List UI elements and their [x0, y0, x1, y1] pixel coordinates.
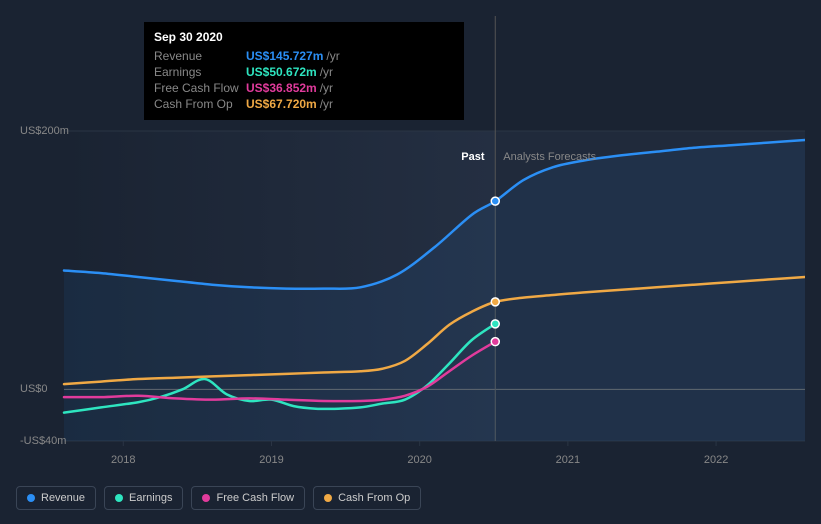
tooltip-row-value: US$50.672m: [246, 65, 317, 79]
tooltip-row-value: US$36.852m: [246, 81, 317, 95]
legend-item-cash-from-op[interactable]: Cash From Op: [313, 486, 421, 510]
x-axis-label: 2018: [111, 454, 135, 466]
y-axis-label: US$0: [20, 383, 48, 395]
tooltip-row-unit: /yr: [320, 81, 333, 95]
y-axis-label: US$200m: [20, 125, 69, 137]
tooltip-row-unit: /yr: [320, 65, 333, 79]
legend-dot-icon: [202, 494, 210, 502]
tooltip-row-value: US$67.720m: [246, 97, 317, 111]
legend-label: Revenue: [41, 492, 85, 504]
x-axis-label: 2020: [407, 454, 431, 466]
tooltip-row-value: US$145.727m: [246, 49, 323, 63]
x-axis-label: 2022: [704, 454, 728, 466]
tooltip-row: Free Cash FlowUS$36.852m/yr: [154, 80, 454, 96]
tooltip-row-label: Revenue: [154, 49, 246, 63]
forecast-label: Analysts Forecasts: [503, 151, 596, 163]
past-label: Past: [461, 151, 484, 163]
chart-legend: Revenue Earnings Free Cash Flow Cash From O…: [16, 486, 421, 510]
chart-tooltip: Sep 30 2020 RevenueUS$145.727m/yrEarning…: [144, 22, 464, 120]
tooltip-date: Sep 30 2020: [154, 28, 454, 48]
legend-label: Cash From Op: [338, 492, 410, 504]
legend-item-earnings[interactable]: Earnings: [104, 486, 183, 510]
tooltip-row: EarningsUS$50.672m/yr: [154, 64, 454, 80]
x-axis-label: 2019: [259, 454, 283, 466]
tooltip-row-unit: /yr: [320, 97, 333, 111]
legend-dot-icon: [324, 494, 332, 502]
tooltip-row-label: Earnings: [154, 65, 246, 79]
tooltip-row: Cash From OpUS$67.720m/yr: [154, 96, 454, 112]
legend-dot-icon: [115, 494, 123, 502]
legend-item-revenue[interactable]: Revenue: [16, 486, 96, 510]
legend-label: Earnings: [129, 492, 172, 504]
legend-item-free-cash-flow[interactable]: Free Cash Flow: [191, 486, 305, 510]
financial-chart: Sep 30 2020 RevenueUS$145.727m/yrEarning…: [16, 16, 805, 508]
tooltip-row-unit: /yr: [326, 49, 339, 63]
tooltip-row: RevenueUS$145.727m/yr: [154, 48, 454, 64]
legend-dot-icon: [27, 494, 35, 502]
tooltip-row-label: Cash From Op: [154, 97, 246, 111]
y-axis-label: -US$40m: [20, 435, 66, 447]
x-axis-label: 2021: [556, 454, 580, 466]
tooltip-row-label: Free Cash Flow: [154, 81, 246, 95]
legend-label: Free Cash Flow: [216, 492, 294, 504]
